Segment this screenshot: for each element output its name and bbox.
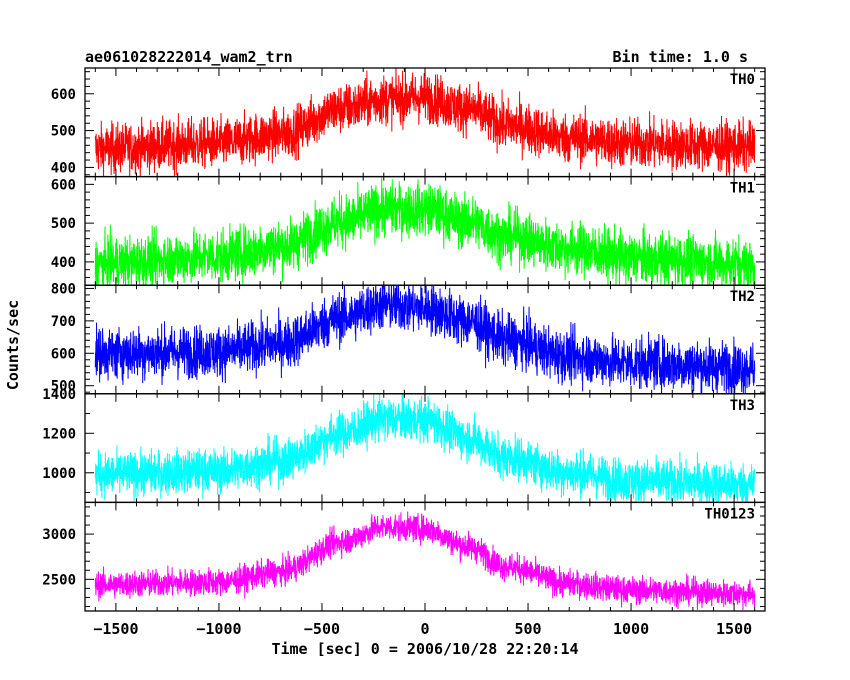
y-tick-label: 1400 [42,387,76,403]
x-tick-label: 0 [420,620,429,638]
x-tick-label: −500 [304,620,340,638]
panel-th1: 400 500 600 TH1 [51,175,766,286]
x-tick-label: −1000 [196,620,241,638]
x-tick-label: 1500 [716,620,752,638]
bin-time-label: Bin time: 1.0 s [613,48,748,66]
y-tick-label: 2500 [42,572,76,588]
y-tick-label: 1200 [42,426,76,442]
series-line-th0 [94,68,756,177]
y-tick-label: 600 [51,87,76,103]
series-name-th2: TH2 [730,289,755,305]
panels-group: 400 500 600 TH0 400 500 600 TH1 500 600 700 800 TH2 1… [42,67,766,612]
y-tick-label: 1000 [42,466,76,482]
x-tick-label: −1500 [93,620,138,638]
x-axis-label: Time [sec] 0 = 2006/10/28 22:20:14 [271,640,578,658]
y-tick-label: 400 [51,160,76,176]
y-tick-label: 600 [51,177,76,193]
x-tick-label: 500 [514,620,541,638]
y-tick-label: 700 [51,314,76,330]
x-axis: −1500 −1000 −500 0 500 1000 1500 [93,620,752,638]
y-tick-label: 3000 [42,527,76,543]
y-tick-label: 500 [51,216,76,232]
chart-title: ae061028222014_wam2_trn [85,48,293,66]
series-line-th0123 [94,511,756,611]
panel-th0: 400 500 600 TH0 [51,67,766,178]
x-tick-label: 1000 [613,620,649,638]
panel-th3: 1000 1200 1400 TH3 [42,387,766,504]
y-tick-label: 500 [51,379,76,395]
y-tick-label: 800 [51,281,76,297]
y-axis-label: Counts/sec [4,300,22,390]
series-name-th0: TH0 [730,72,755,88]
series-line-th2 [94,285,756,394]
series-line-th3 [94,393,756,503]
panel-th0123: 2500 3000 TH0123 [42,501,766,612]
panel-th2: 500 600 700 800 TH2 [51,281,766,395]
series-name-th0123: TH0123 [704,506,755,522]
series-line-th1 [94,176,756,286]
y-tick-label: 600 [51,346,76,362]
series-name-th3: TH3 [730,398,755,414]
y-tick-label: 500 [51,124,76,140]
series-name-th1: TH1 [730,181,755,197]
y-tick-label: 400 [51,255,76,271]
